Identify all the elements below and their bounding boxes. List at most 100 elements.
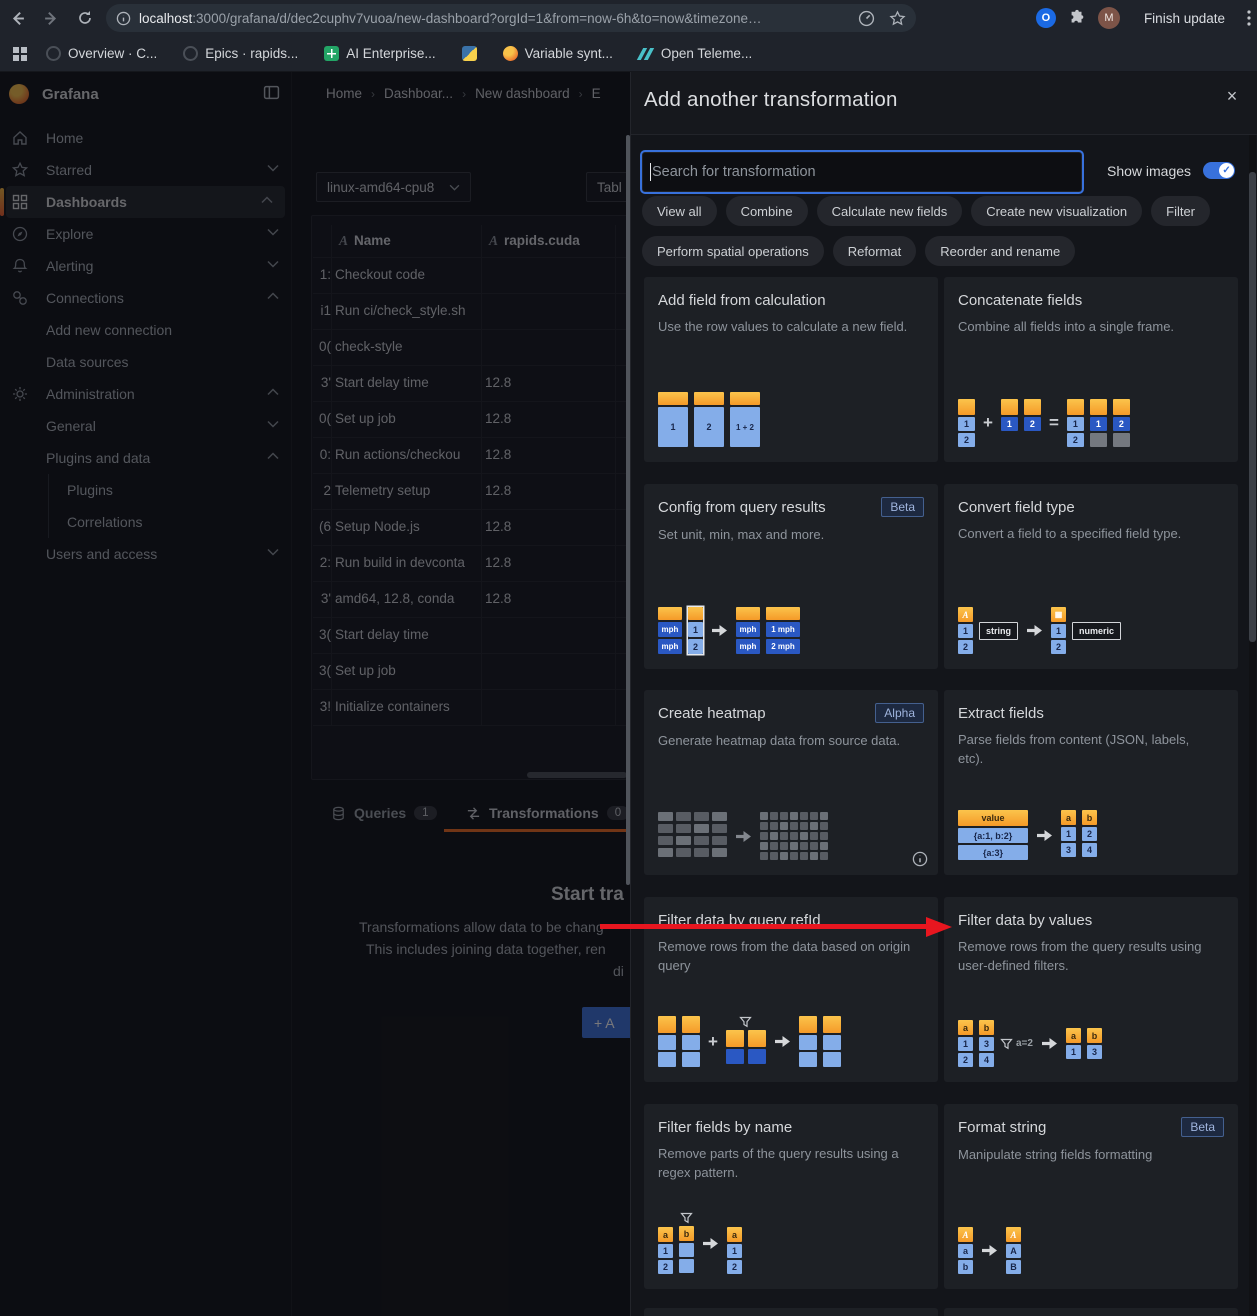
otel-favicon-icon	[639, 46, 654, 61]
transformation-card-concatenate-fields[interactable]: Concatenate fields Combine all fields int…	[944, 277, 1238, 462]
bookmark-item[interactable]: AI Enterprise...	[324, 46, 436, 61]
filter-pill-create-new-visualization[interactable]: Create new visualization	[971, 196, 1143, 226]
page-speed-icon[interactable]	[858, 10, 875, 27]
illus-cell	[682, 1035, 700, 1050]
illus-cell: 2	[958, 1053, 973, 1067]
filter-pill-calculate-new-fields[interactable]: Calculate new fields	[816, 196, 963, 226]
transformation-card-create-heatmap[interactable]: Create heatmap Alpha Generate heatmap data…	[644, 690, 938, 875]
illus-cell	[658, 1052, 676, 1067]
illus-heatmap-grid	[760, 812, 828, 860]
card-description: Parse fields from content (JSON, labels,…	[958, 732, 1190, 766]
card-illustration: +	[658, 1016, 841, 1067]
transformation-card-format-string[interactable]: Format string Beta Manipulate string field…	[944, 1104, 1238, 1289]
reload-icon[interactable]	[68, 4, 102, 32]
search-input[interactable]: Search for transformation	[642, 152, 1082, 192]
illus-column-header	[822, 1016, 841, 1033]
close-icon[interactable]: ×	[1226, 85, 1238, 106]
bookmark-item[interactable]: Epics · rapids...	[183, 46, 298, 61]
transformation-card-extract-fields[interactable]: Extract fields Parse fields from content …	[944, 690, 1238, 875]
page-scrollbar[interactable]	[626, 135, 630, 885]
bookmark-label: Variable synt...	[524, 46, 613, 61]
card-description: Convert a field to a specified field typ…	[958, 526, 1182, 541]
extensions-puzzle-icon[interactable]	[1068, 9, 1086, 27]
illus-cell: {a:1, b:2}	[958, 828, 1028, 843]
illus-type-chip: numeric	[1072, 621, 1122, 640]
illus-heatmap-grid	[658, 812, 727, 857]
info-icon[interactable]	[912, 851, 928, 867]
forward-icon[interactable]	[34, 4, 68, 32]
card-illustration	[658, 812, 828, 860]
apps-grid-icon[interactable]	[12, 46, 28, 62]
show-images-toggle[interactable]: ✓	[1203, 162, 1236, 179]
back-icon[interactable]	[0, 4, 34, 32]
illus-cell: 1	[1000, 417, 1018, 431]
transformation-card-add-field-from-calculation[interactable]: Add field from calculation Use the row va…	[644, 277, 938, 462]
filter-pill-perform-spatial-operations[interactable]: Perform spatial operations	[642, 236, 824, 266]
category-pills-row2: Perform spatial operations Reformat Reorde…	[642, 236, 1076, 266]
illus-column-header: b	[1082, 810, 1097, 825]
bookmarks-bar: Overview · C... Epics · rapids... AI Enter…	[0, 36, 1257, 72]
illus-column-header	[658, 392, 688, 405]
illus-cell: 2	[1082, 827, 1097, 841]
card-title: Config from query results	[658, 499, 826, 516]
filter-pill-filter[interactable]: Filter	[1151, 196, 1211, 226]
illus-cell	[725, 1049, 744, 1064]
funnel-icon	[739, 1016, 753, 1028]
illus-cell	[679, 1259, 694, 1273]
bookmark-item[interactable]: Variable synt...	[502, 46, 613, 61]
grafana-favicon-icon	[502, 46, 518, 61]
card-description: Manipulate string fields formatting	[958, 1147, 1153, 1162]
illus-column-header: ▦	[1051, 607, 1067, 622]
illus-cell	[658, 1035, 676, 1050]
next-row-card-sliver	[944, 1308, 1238, 1316]
illus-cell: 4	[979, 1053, 994, 1067]
illus-cell: mph	[658, 639, 682, 654]
drawer-header: Add another transformation ×	[631, 72, 1257, 135]
transformation-card-config-from-query-results[interactable]: Config from query results Beta Set unit, m…	[644, 484, 938, 669]
illus-cell: 1	[1066, 417, 1084, 431]
transformation-card-filter-fields-by-name[interactable]: Filter fields by name Remove parts of the…	[644, 1104, 938, 1289]
transformation-card-convert-field-type[interactable]: Convert field type Convert a field to a s…	[944, 484, 1238, 669]
illus-cell: 1	[1089, 417, 1107, 431]
card-badge: Alpha	[875, 703, 924, 723]
illus-column-header: a	[1061, 810, 1076, 825]
illus-cell: 4	[1082, 843, 1097, 857]
card-description: Remove rows from the query results using…	[958, 939, 1202, 973]
finish-update-button[interactable]: Finish update	[1143, 10, 1225, 26]
illus-column-header: A	[958, 607, 973, 622]
drawer-scrollbar-thumb[interactable]	[1249, 172, 1256, 642]
filter-pill-combine[interactable]: Combine	[725, 196, 808, 226]
card-title: Filter data by values	[958, 912, 1093, 929]
address-bar[interactable]: localhost:3000/grafana/d/dec2cuphv7vuoa/…	[106, 4, 916, 32]
card-title: Format string	[958, 1119, 1047, 1136]
card-title: Filter fields by name	[658, 1119, 793, 1136]
illus-cell: 2	[1023, 417, 1041, 431]
browser-menu-kebab-icon[interactable]	[1247, 10, 1251, 26]
illus-column-header: A	[1006, 1227, 1021, 1242]
browser-avatar[interactable]: M	[1097, 7, 1120, 29]
site-info-icon[interactable]	[116, 11, 131, 26]
illus-cell	[747, 1049, 766, 1064]
illus-column-header: a	[658, 1227, 673, 1242]
filter-pill-view-all[interactable]: View all	[642, 196, 717, 226]
bookmark-item[interactable]: Open Teleme...	[639, 46, 752, 61]
arrow-right-icon	[702, 1237, 719, 1250]
bookmark-item[interactable]: Overview · C...	[46, 46, 157, 61]
filter-pill-reformat[interactable]: Reformat	[832, 236, 917, 266]
bookmark-star-icon[interactable]	[889, 9, 906, 27]
illus-cell: 1	[958, 624, 973, 638]
illus-cell: 3	[1086, 1045, 1102, 1059]
bookmark-item[interactable]	[461, 46, 477, 61]
text-caret	[650, 163, 651, 181]
illus-stack: value {a:1, b:2} {a:3}	[958, 810, 1028, 860]
password-manager-icon[interactable]: O	[1035, 8, 1056, 28]
illus-cell	[798, 1035, 817, 1050]
ring-favicon-icon	[183, 46, 199, 61]
transformation-card-filter-data-by-values[interactable]: Filter data by values Remove rows from th…	[944, 897, 1238, 1082]
arrow-right-icon	[1036, 829, 1053, 842]
illus-column-header	[736, 607, 760, 620]
filter-pill-reorder-and-rename[interactable]: Reorder and rename	[925, 236, 1076, 266]
drawer-title: Add another transformation	[644, 88, 898, 111]
illus-cell	[798, 1052, 817, 1067]
illus-cell: 2	[688, 639, 703, 654]
